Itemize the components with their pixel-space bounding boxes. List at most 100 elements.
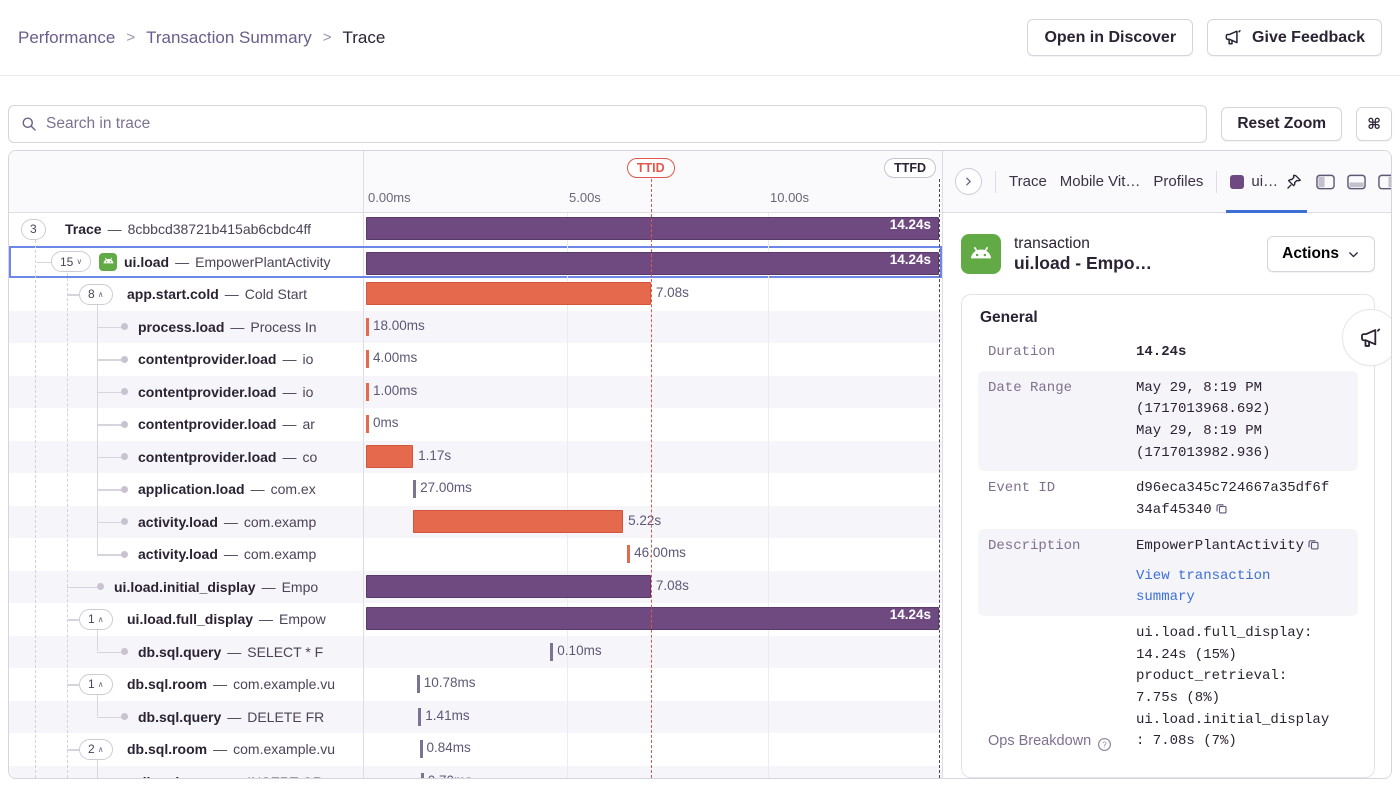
span-tree-cell: activity.load — com.examp bbox=[9, 505, 364, 538]
span-duration-label: 4.00ms bbox=[373, 350, 418, 366]
span-children-badge[interactable]: 2 ∧ bbox=[79, 738, 113, 760]
tab-ui-load-active[interactable]: ui… bbox=[1226, 151, 1307, 213]
span-label: app.start.cold — Cold Start bbox=[127, 286, 307, 302]
search-input[interactable] bbox=[46, 115, 1195, 133]
search-icon bbox=[21, 116, 37, 132]
copy-icon[interactable] bbox=[1215, 502, 1228, 515]
pin-icon[interactable] bbox=[1285, 173, 1303, 191]
span-children-badge[interactable]: 1 ∧ bbox=[79, 608, 113, 630]
span-tick[interactable] bbox=[366, 317, 369, 336]
span-children-badge[interactable]: 15 ∨ bbox=[51, 251, 92, 273]
span-tick[interactable] bbox=[550, 642, 554, 661]
copy-icon[interactable] bbox=[1307, 538, 1320, 551]
breadcrumb-transaction-summary[interactable]: Transaction Summary bbox=[146, 27, 312, 47]
span-tick[interactable] bbox=[366, 350, 369, 368]
span-row[interactable]: contentprovider.load — co 1.17s bbox=[9, 440, 942, 474]
give-feedback-label: Give Feedback bbox=[1252, 28, 1365, 46]
android-icon bbox=[961, 234, 1001, 274]
span-row[interactable]: 1 ∧ db.sql.room — com.example.vu 10.78ms bbox=[9, 668, 942, 701]
view-transaction-summary-link[interactable]: View transaction summary bbox=[1136, 567, 1271, 606]
span-tick[interactable] bbox=[366, 415, 369, 433]
span-tick[interactable] bbox=[419, 740, 423, 758]
span-duration-label: 1.41ms bbox=[425, 707, 470, 723]
span-duration-bar[interactable] bbox=[366, 217, 940, 240]
span-duration-label: 46.00ms bbox=[634, 545, 686, 561]
span-op-name: ui.load bbox=[124, 253, 170, 270]
detail-key: Date Range bbox=[988, 379, 1073, 396]
span-duration-bar[interactable] bbox=[366, 574, 651, 598]
breadcrumb-separator-icon: > bbox=[126, 29, 136, 46]
detail-row-description: Description EmpowerPlantActivity View tran… bbox=[978, 528, 1358, 616]
span-tick[interactable] bbox=[416, 675, 420, 693]
separator: — bbox=[213, 741, 228, 758]
help-icon[interactable]: ? bbox=[1097, 737, 1112, 752]
tab-profiles[interactable]: Profiles bbox=[1153, 173, 1204, 190]
span-bar-cell: 46.00ms bbox=[364, 538, 942, 571]
separator: — bbox=[230, 318, 245, 335]
detail-key: Ops Breakdown? bbox=[988, 623, 1136, 753]
span-bullet bbox=[121, 323, 128, 331]
active-tab-label: ui… bbox=[1251, 173, 1279, 190]
span-row[interactable]: process.load — Process In 18.00ms bbox=[9, 310, 942, 343]
expand-drawer-button[interactable] bbox=[955, 168, 982, 195]
span-row[interactable]: db.sql.query — INSERT OR 0.70ms bbox=[9, 765, 942, 778]
span-row[interactable]: contentprovider.load — ar 0ms bbox=[9, 408, 942, 441]
span-row[interactable]: application.load — com.ex 27.00ms bbox=[9, 473, 942, 506]
trace-root-row[interactable]: 3 Trace — 8cbbcd38721b415ab6cbdc4ff 14.24s bbox=[9, 213, 942, 246]
span-row[interactable]: db.sql.query — SELECT * F 0.10ms bbox=[9, 635, 942, 668]
span-label: contentprovider.load — io bbox=[138, 384, 313, 400]
span-tick[interactable] bbox=[420, 772, 424, 778]
span-duration-bar[interactable] bbox=[366, 282, 651, 305]
span-children-badge[interactable]: 8 ∧ bbox=[79, 283, 113, 305]
tab-trace[interactable]: Trace bbox=[1009, 173, 1047, 190]
span-row[interactable]: contentprovider.load — io 4.00ms bbox=[9, 343, 942, 376]
span-row[interactable]: activity.load — com.examp 5.22s bbox=[9, 505, 942, 538]
span-row[interactable]: 1 ∧ ui.load.full_display — Empow 14.24s bbox=[9, 603, 942, 636]
search-bar[interactable] bbox=[8, 105, 1208, 143]
span-op-name: activity.load bbox=[138, 513, 218, 530]
span-row[interactable]: ui.load.initial_display — Empo 7.08s bbox=[9, 570, 942, 603]
span-row[interactable]: contentprovider.load — io 1.00ms bbox=[9, 375, 942, 408]
span-bullet bbox=[121, 713, 128, 721]
span-tick[interactable] bbox=[366, 382, 369, 401]
ttfd-badge: TTFD bbox=[884, 158, 936, 178]
span-tick[interactable] bbox=[413, 480, 417, 498]
span-duration-bar[interactable] bbox=[413, 509, 624, 533]
span-duration-bar[interactable] bbox=[366, 444, 414, 468]
span-description: com.example.vu bbox=[233, 676, 336, 693]
ops-breakdown-entry: ui.load.full_display: 14.24s (15%) bbox=[1136, 624, 1313, 663]
span-rows: 3 Trace —8cbbcd38721b415ab6cbdc4ff 14.24s 15… bbox=[9, 213, 942, 778]
span-row[interactable]: db.sql.query — DELETE FR 1.41ms bbox=[9, 700, 942, 733]
span-tree-cell: process.load — Process In bbox=[9, 310, 364, 343]
detail-value: d96eca345c724667a35df6f34af45340 bbox=[1136, 480, 1330, 519]
tree-connector-stub bbox=[67, 294, 79, 296]
span-row[interactable]: 15 ∨ ui.load — EmpowerPlantActivity 14.24s bbox=[9, 245, 942, 278]
span-bar-cell: 1.17s bbox=[364, 441, 942, 474]
layout-dock-right-icon[interactable] bbox=[1378, 174, 1391, 190]
span-duration-bar[interactable] bbox=[366, 607, 940, 630]
span-duration-bar[interactable] bbox=[366, 251, 940, 275]
span-children-badge[interactable]: 1 ∧ bbox=[79, 673, 113, 695]
layout-dock-left-icon[interactable] bbox=[1316, 174, 1335, 190]
open-in-discover-button[interactable]: Open in Discover bbox=[1027, 19, 1194, 56]
keyboard-shortcut-button[interactable]: ⌘ bbox=[1356, 107, 1392, 141]
tab-mobile-vitals[interactable]: Mobile Vit… bbox=[1059, 173, 1141, 190]
actions-button[interactable]: Actions bbox=[1267, 236, 1375, 272]
layout-dock-bottom-icon[interactable] bbox=[1347, 174, 1366, 190]
span-tick[interactable] bbox=[418, 707, 422, 726]
separator: — bbox=[227, 708, 242, 725]
span-row[interactable]: 8 ∧ app.start.cold — Cold Start 7.08s bbox=[9, 278, 942, 311]
breadcrumb-performance[interactable]: Performance bbox=[18, 27, 116, 47]
give-feedback-button[interactable]: Give Feedback bbox=[1207, 19, 1382, 56]
span-duration-label: 1.17s bbox=[418, 447, 452, 463]
reset-zoom-button[interactable]: Reset Zoom bbox=[1221, 107, 1343, 141]
span-label: activity.load — com.examp bbox=[138, 546, 316, 562]
span-duration-label: 7.08s bbox=[655, 285, 689, 301]
span-row[interactable]: activity.load — com.examp 46.00ms bbox=[9, 538, 942, 571]
floating-feedback-button[interactable] bbox=[1342, 309, 1391, 366]
span-row[interactable]: 2 ∧ db.sql.room — com.example.vu 0.84ms bbox=[9, 733, 942, 766]
span-tick[interactable] bbox=[627, 545, 631, 563]
span-duration-label: 5.22s bbox=[628, 512, 662, 528]
span-children-badge[interactable]: 3 bbox=[21, 218, 46, 240]
span-duration-label: 18.00ms bbox=[373, 317, 425, 333]
